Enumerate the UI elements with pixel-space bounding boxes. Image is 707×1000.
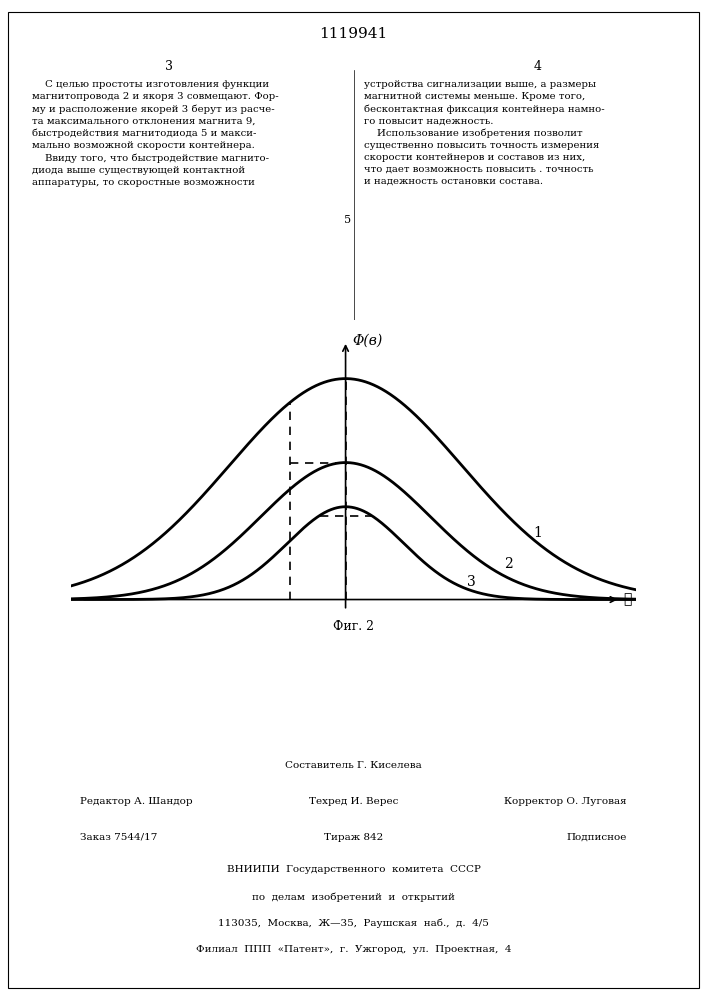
Text: Φ(в): Φ(в) (352, 334, 382, 348)
Text: Заказ 7544/17: Заказ 7544/17 (81, 833, 158, 842)
Text: Составитель Г. Киселева: Составитель Г. Киселева (285, 761, 422, 770)
Text: 113035,  Москва,  Ж—35,  Раушская  наб.,  д.  4/5: 113035, Москва, Ж—35, Раушская наб., д. … (218, 919, 489, 928)
Text: 2: 2 (504, 557, 513, 571)
Text: Филиал  ППП  «Патент»,  г.  Ужгород,  ул.  Проектная,  4: Филиал ППП «Патент», г. Ужгород, ул. Про… (196, 945, 511, 954)
Text: 5: 5 (344, 215, 351, 225)
Text: ВНИИПИ  Государственного  комитета  СССР: ВНИИПИ Государственного комитета СССР (226, 865, 481, 874)
Text: 1119941: 1119941 (320, 27, 387, 41)
Text: Подписное: Подписное (566, 833, 626, 842)
Text: по  делам  изобретений  и  открытий: по делам изобретений и открытий (252, 893, 455, 902)
Text: 4: 4 (534, 60, 542, 73)
Text: Фиг. 2: Фиг. 2 (333, 619, 374, 633)
Text: Тираж 842: Тираж 842 (324, 833, 383, 842)
Text: Техред И. Верес: Техред И. Верес (309, 797, 398, 806)
Text: Редактор А. Шандор: Редактор А. Шандор (81, 797, 193, 806)
Text: устройства сигнализации выше, а размеры
магнитной системы меньше. Кроме того,
бе: устройства сигнализации выше, а размеры … (364, 80, 604, 186)
Text: 3: 3 (165, 60, 173, 73)
Text: ℓ: ℓ (623, 593, 631, 607)
Text: С целью простоты изготовления функции
магнитопровода 2 и якоря 3 совмещают. Фор-: С целью простоты изготовления функции ма… (32, 80, 279, 187)
Text: Корректор О. Луговая: Корректор О. Луговая (504, 797, 626, 806)
Text: 1: 1 (533, 526, 542, 540)
Text: 3: 3 (467, 575, 476, 589)
